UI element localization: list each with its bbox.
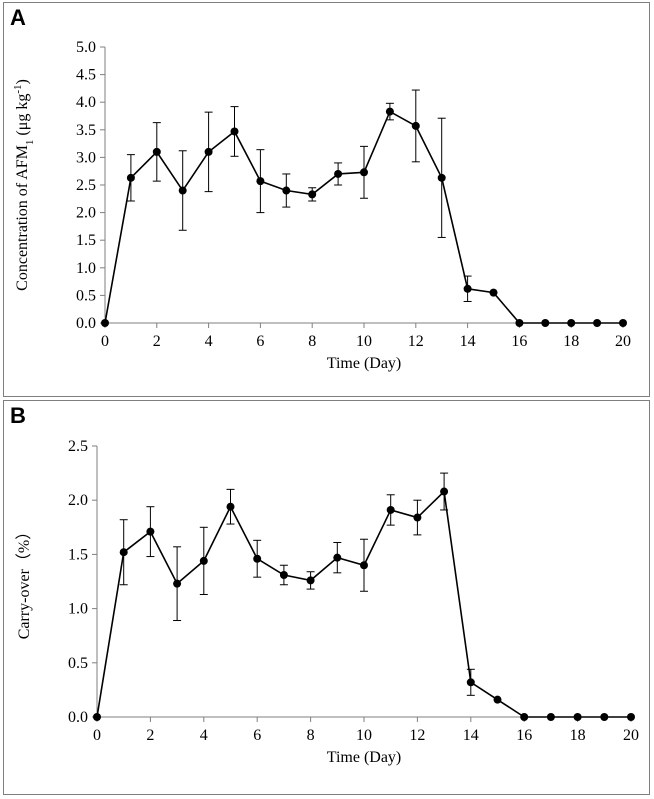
- chart-b-data-point: [440, 487, 449, 496]
- chart-a-data-point: [230, 127, 239, 136]
- chart-b-data-point: [333, 553, 342, 562]
- chart-b-svg: 0.0 0.5 1.0 1.5 2.0 2.5 0 2 4 6 8 10 12 14 16 18 20 Time …: [15, 438, 639, 766]
- chart-b-x-tick-label: 12: [409, 727, 425, 744]
- panel-label-b: B: [10, 403, 26, 428]
- chart-a-data-point: [567, 319, 576, 327]
- chart-a-data-point: [619, 319, 627, 327]
- chart-b-data-point: [573, 713, 582, 721]
- chart-b-data-point: [306, 576, 315, 585]
- chart-b-x-tick-label: 6: [253, 727, 261, 744]
- chart-panel-a: A 0.0 0.5 1.0 1.5 2.0 2.5 3.0 3.5 4.0 4.5 5.0 0 2 4 6 8…: [3, 2, 650, 397]
- chart-a-data-point: [152, 147, 161, 156]
- chart-b-x-tick-label: 10: [356, 727, 372, 744]
- chart-a-x-tick-label: 6: [256, 333, 264, 350]
- chart-a-data-point: [178, 186, 187, 195]
- chart-b-x-tick-label: 18: [570, 727, 586, 744]
- chart-a-data-point: [334, 169, 343, 178]
- chart-a-x-tick-label: 0: [101, 333, 109, 350]
- chart-b-data-point: [386, 505, 395, 514]
- chart-b-data-point: [493, 695, 502, 704]
- chart-a-data-point: [126, 173, 135, 182]
- chart-a-data-point: [515, 319, 524, 327]
- chart-b-data-point: [360, 561, 368, 570]
- chart-a-x-tick-label: 16: [511, 333, 527, 350]
- chart-b-y-tick-label: 1.0: [68, 601, 88, 618]
- chart-a-data-point: [385, 107, 394, 116]
- chart-a-x-axis-label: Time (Day): [327, 355, 402, 372]
- chart-b-y-tick-label: 0.5: [68, 655, 88, 672]
- chart-b-x-tick-label: 0: [93, 727, 101, 744]
- chart-a-data-point: [593, 319, 602, 327]
- chart-b-y-tick-label: 2.5: [68, 438, 88, 455]
- chart-b-x-tick-label: 4: [200, 727, 208, 744]
- chart-a-data-point: [256, 177, 265, 186]
- chart-b-data-point: [413, 513, 422, 522]
- chart-a-y-tick-label: 1.5: [76, 232, 96, 249]
- chart-a-y-tick-label: 2.0: [76, 205, 96, 222]
- panel-label-a: A: [10, 5, 26, 30]
- chart-a-svg: 0.0 0.5 1.0 1.5 2.0 2.5 3.0 3.5 4.0 4.5 5.0 0 2 4 6 8 10…: [12, 39, 631, 372]
- chart-a-x-tick-label: 14: [460, 333, 476, 350]
- chart-a-x-tick-label: 12: [408, 333, 424, 350]
- chart-a-x-tick-label: 20: [615, 333, 631, 350]
- chart-a-y-tick-label: 3.0: [76, 149, 96, 166]
- chart-b-y-tick-label: 1.5: [68, 546, 88, 563]
- chart-b-data-point: [600, 713, 609, 721]
- chart-b-y-tick-label: 0.0: [68, 709, 88, 726]
- chart-b-x-tick-label: 20: [623, 727, 639, 744]
- chart-a-data-point: [101, 319, 109, 327]
- chart-b-data-point: [173, 579, 182, 588]
- chart-a-y-tick-label: 0.5: [76, 287, 96, 304]
- chart-b-data-point: [199, 556, 208, 565]
- chart-a-y-tick-label: 1.0: [76, 260, 96, 277]
- chart-a-x-tick-label: 10: [356, 333, 372, 350]
- chart-a-data-point: [541, 319, 550, 327]
- chart-a-data-point: [463, 284, 472, 293]
- chart-b-x-tick-label: 16: [516, 727, 532, 744]
- chart-a-y-tick-label: 4.0: [76, 94, 96, 111]
- chart-b-x-axis-label: Time (Day): [327, 749, 402, 766]
- chart-b-y-tick-label: 2.0: [68, 492, 88, 509]
- chart-a-x-tick-label: 8: [308, 333, 316, 350]
- chart-a-data-point: [489, 288, 498, 297]
- chart-b-data-point: [520, 713, 529, 721]
- chart-a-x-tick-label: 2: [153, 333, 161, 350]
- chart-b-x-tick-label: 2: [146, 727, 154, 744]
- chart-a-data-point: [282, 186, 291, 195]
- chart-a-data-point: [360, 168, 368, 177]
- chart-a-data-point: [437, 173, 446, 182]
- chart-b-data-point: [253, 554, 262, 563]
- chart-b-data-point: [146, 527, 155, 536]
- chart-b-data-point: [119, 548, 128, 557]
- chart-a-y-tick-label: 3.5: [76, 122, 96, 139]
- chart-b-data-point: [279, 570, 288, 579]
- chart-panel-b: B 0.0 0.5 1.0 1.5 2.0 2.5 0 2 4 6 8 10 12 14 16 18 20 Tim…: [3, 400, 650, 795]
- chart-a-y-tick-label: 4.5: [76, 67, 96, 84]
- chart-b-y-axis-label: Carry-over（%）: [15, 524, 33, 640]
- chart-b-data-point: [466, 678, 475, 687]
- chart-b-data-point: [226, 502, 235, 511]
- chart-a-y-axis-label: Concentration of AFM1 (μg kg-1): [12, 79, 36, 291]
- chart-b-x-tick-label: 14: [463, 727, 479, 744]
- chart-a-y-tick-label: 5.0: [76, 39, 96, 56]
- chart-a-y-tick-label: 2.5: [76, 177, 96, 194]
- chart-b-x-tick-label: 8: [307, 727, 315, 744]
- chart-b-data-point: [546, 713, 555, 721]
- chart-b-data-point: [627, 713, 635, 721]
- chart-a-y-tick-label: 0.0: [76, 315, 96, 332]
- chart-a-data-point: [308, 190, 317, 199]
- chart-b-data-point: [93, 713, 101, 721]
- chart-a-x-tick-label: 4: [205, 333, 213, 350]
- chart-a-data-point: [204, 147, 213, 156]
- chart-a-x-tick-label: 18: [563, 333, 579, 350]
- chart-a-data-point: [411, 121, 420, 130]
